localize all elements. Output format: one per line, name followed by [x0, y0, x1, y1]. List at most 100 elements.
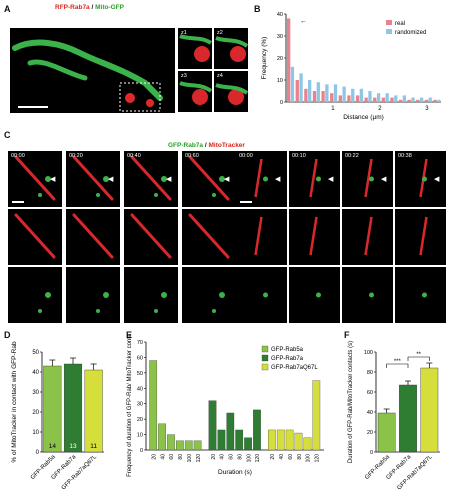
panel-c-tile	[66, 267, 120, 323]
y-tick-label: 30	[277, 34, 283, 40]
timestamp: 00:40	[127, 153, 141, 159]
bar-real	[398, 99, 403, 102]
bar-GFP-Rab7aQ67L	[268, 429, 276, 451]
bar-real	[355, 95, 360, 102]
mito-filament	[309, 158, 318, 198]
x-tick-label: 60	[229, 454, 235, 460]
x-tick-label: 80	[178, 454, 184, 460]
x-tick-label: 120	[196, 454, 202, 463]
arrowhead: ◀	[166, 176, 172, 183]
mito-filament	[72, 155, 114, 201]
bar-real	[312, 91, 317, 102]
panel-label-c: C	[4, 130, 11, 140]
bar-GFP-Rab7aQ67L	[276, 429, 285, 451]
rab-vesicle	[422, 176, 427, 182]
panel-c-tile	[395, 267, 446, 323]
bar-GFP-Rab5a	[184, 440, 193, 451]
x-tick-label: 40	[220, 454, 226, 460]
bar-GFP-Rab7a	[226, 412, 235, 451]
zoom-z4: z4	[214, 71, 248, 112]
panel-c-tile	[66, 209, 120, 265]
legend-swatch	[261, 363, 269, 371]
bar-GFP-Rab5a	[167, 434, 175, 451]
panel-c-tile	[124, 209, 178, 265]
panel-c-tile	[289, 267, 340, 323]
bar-real	[321, 91, 325, 102]
title-separator: /	[89, 4, 96, 11]
rab-vesicle	[45, 292, 51, 298]
bar-randomized	[359, 88, 363, 102]
mito-filament	[254, 216, 263, 256]
panel-c-title: GFP-Rab7a / MitoTracker	[168, 142, 245, 149]
panel-c-tile: ◀ 00:00	[236, 151, 287, 207]
bar-randomized	[299, 73, 303, 102]
panel-c-tile	[395, 209, 446, 265]
significance-bracket	[386, 363, 409, 368]
mito-filament	[14, 213, 56, 259]
arrowhead: ◀	[381, 176, 387, 183]
rab-vesicle	[103, 176, 109, 182]
bar-randomized	[419, 97, 424, 102]
bar-GFP-Rab7a	[63, 363, 83, 453]
panel-c-tile	[8, 267, 62, 323]
legend-label: real	[395, 21, 405, 27]
y-tick-label: 40	[367, 410, 373, 416]
rab-vesicle	[316, 292, 321, 298]
significance-label: ***	[394, 359, 402, 365]
rab-vesicle	[45, 176, 51, 182]
chart-f: 020406080100GFP-Rab5aGFP-Rab7aGFP-Rab7aQ…	[348, 341, 440, 491]
rab-vesicle	[38, 309, 42, 313]
rab-vesicle	[369, 292, 374, 298]
bar-GFP-Rab5a	[149, 360, 158, 451]
zoom-label-z1: z1	[181, 30, 187, 36]
arrow-mark: ←	[300, 18, 307, 25]
panel-c-tile: ◀ 00:20	[66, 151, 120, 207]
panel-c-tile	[289, 209, 340, 265]
significance-label: **	[416, 352, 421, 358]
x-tick-label: 20	[151, 454, 157, 460]
y-tick-label: 20	[137, 417, 143, 423]
scale-bar	[12, 201, 24, 203]
y-tick-label: 10	[137, 433, 143, 439]
y-tick-label: 30	[32, 390, 39, 396]
y-tick-label: 0	[370, 450, 373, 456]
rab-vesicle	[212, 309, 216, 313]
rab-vesicle	[369, 176, 374, 182]
bar-randomized	[368, 91, 372, 102]
bar-real	[287, 18, 291, 102]
legend-swatch	[386, 20, 392, 25]
panel-a-main-image	[10, 28, 175, 113]
mito-filament	[130, 155, 172, 201]
mito-filament	[188, 213, 230, 259]
bar-real	[338, 95, 342, 102]
panel-c-tile: ◀ 00:38	[395, 151, 446, 207]
y-tick-label: 50	[32, 350, 39, 356]
rab-vesicle	[161, 292, 167, 298]
bar-real	[390, 97, 394, 102]
zoom-z1: z1	[178, 28, 212, 69]
bar-real	[304, 88, 308, 102]
bar-real	[407, 99, 411, 102]
rab-vesicle	[219, 292, 225, 298]
rfp-rab7a-label: RFP-Rab7a	[55, 4, 90, 11]
panel-c-tile: ◀ 00:10	[289, 151, 340, 207]
panel-a-title: RFP-Rab7a / Mito-GFP	[55, 4, 124, 11]
rab-vesicle	[96, 309, 100, 313]
mito-filament	[188, 155, 230, 201]
zoom-z3: z3	[178, 71, 212, 112]
mito-filament	[309, 216, 318, 256]
x-tick-label: 40	[160, 454, 166, 460]
rab-vesicle	[103, 292, 109, 298]
bar-real	[416, 99, 420, 102]
arrowhead: ◀	[108, 176, 114, 183]
bar-GFP-Rab5a	[158, 423, 166, 451]
panel-label-b: B	[254, 4, 261, 14]
bar-real	[295, 80, 299, 102]
zoom-z2: z2	[214, 28, 248, 69]
bar-real	[330, 93, 334, 102]
legend-label: GFP-Rab7a	[271, 356, 304, 362]
mito-filament	[14, 155, 56, 201]
bar-randomized	[428, 97, 432, 102]
panel-a-mito-network	[12, 39, 163, 112]
x-tick-label: 100	[306, 454, 312, 463]
